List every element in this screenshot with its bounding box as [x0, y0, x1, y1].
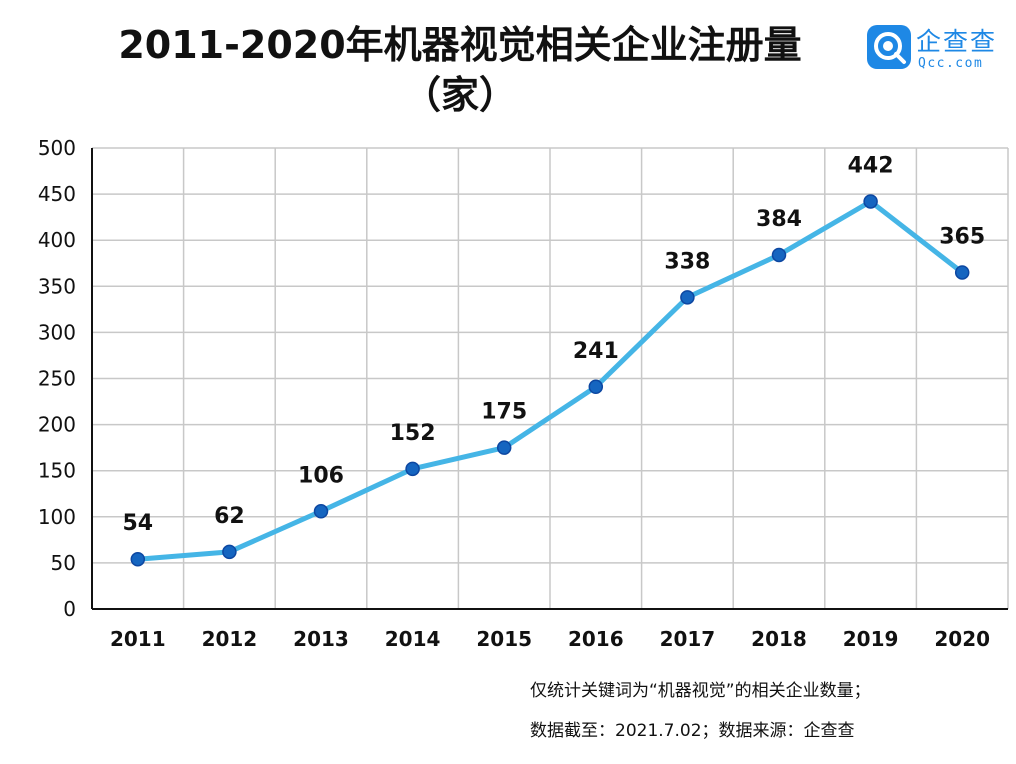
x-tick-label: 2016: [568, 627, 624, 651]
qcc-logo: 企查查 Qcc.com: [866, 20, 1006, 76]
y-tick-label: 350: [38, 274, 76, 298]
grid-lines: [92, 147, 1009, 610]
data-point: [680, 290, 695, 305]
data-point: [954, 265, 970, 280]
x-tick-label: 2020: [934, 627, 990, 651]
x-tick-label: 2013: [293, 627, 349, 651]
data-label: 365: [939, 224, 985, 249]
data-point: [771, 247, 787, 263]
series-line: [135, 198, 965, 562]
y-tick-label: 100: [38, 505, 76, 529]
data-points: [130, 194, 970, 567]
data-label: 54: [122, 511, 153, 536]
y-tick-label: 450: [38, 182, 76, 206]
y-tick-label: 300: [38, 320, 76, 344]
data-point: [405, 461, 420, 477]
data-point: [496, 440, 512, 455]
x-tick-label: 2012: [202, 627, 258, 651]
data-point: [863, 194, 878, 209]
series-polyline: [135, 198, 965, 562]
y-tick-label: 150: [38, 459, 76, 483]
chart-title-line2: （家）: [402, 73, 517, 117]
y-tick-label: 500: [38, 136, 76, 160]
x-tick-label: 2017: [660, 627, 716, 651]
logo-name-en: Qcc.com: [918, 56, 984, 71]
data-label: 384: [756, 207, 802, 232]
axes: [91, 148, 1008, 610]
data-label: 442: [848, 153, 894, 178]
data-point: [588, 379, 604, 395]
data-label: 152: [390, 421, 436, 446]
data-point: [130, 551, 146, 567]
y-tick-label: 0: [63, 597, 76, 621]
x-tick-label: 2019: [843, 627, 899, 651]
data-label: 62: [214, 504, 245, 529]
data-label: 338: [664, 249, 710, 274]
data-point: [222, 544, 237, 560]
x-tick-label: 2014: [385, 627, 441, 651]
y-tick-label: 250: [38, 367, 76, 391]
logo-name-cn: 企查查: [916, 27, 998, 56]
data-label: 241: [573, 339, 619, 364]
data-label: 175: [481, 400, 527, 425]
y-tick-label: 400: [38, 228, 76, 252]
footnote-scope: 仅统计关键词为“机器视觉”的相关企业数量；: [530, 681, 871, 701]
data-label: 106: [298, 463, 344, 488]
footnote-source: 数据截至：2021.7.02；数据来源：企查查: [530, 721, 855, 741]
qcc-logo-icon: [867, 25, 911, 69]
x-tick-labels: 2011 2012 2013 2014 2015 2016 2017 2018 2019 2020: [110, 627, 990, 651]
x-tick-label: 2015: [476, 627, 532, 651]
x-tick-label: 2011: [110, 627, 166, 651]
y-tick-labels: 0 50 100 150 200 250 300 350 400 450 500: [38, 136, 76, 621]
chart-title-line1: 2011-2020年机器视觉相关企业注册量: [118, 23, 802, 67]
data-labels: 54 62 106 152 175 241 338 384 442 365: [122, 153, 985, 536]
data-point: [313, 504, 329, 519]
x-tick-label: 2018: [751, 627, 807, 651]
y-tick-label: 200: [38, 413, 76, 437]
y-tick-label: 50: [51, 551, 76, 575]
